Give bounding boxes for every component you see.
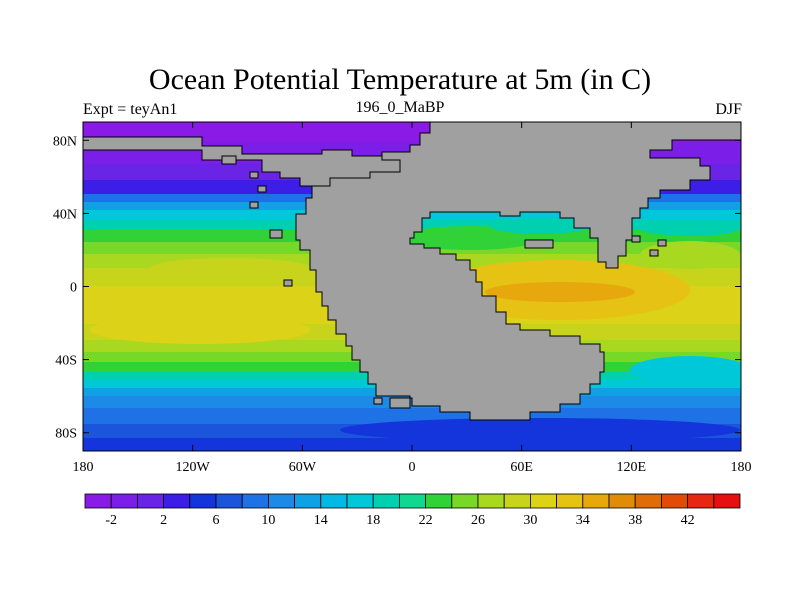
x-tick-label: 60W: [289, 460, 317, 475]
land-island: [373, 397, 383, 405]
colorbar-swatch: [398, 493, 426, 509]
land-pangea: [295, 121, 742, 421]
experiment-label: Expt = teyAn1: [83, 101, 178, 118]
period-label: 196_0_MaBP: [355, 99, 445, 116]
season-label: DJF: [715, 101, 742, 118]
colorbar-label: 30: [523, 513, 537, 528]
y-tick-label: 0: [70, 281, 77, 296]
colorbar-swatch: [241, 493, 269, 509]
colorbar-swatch: [477, 493, 505, 509]
colorbar-label: 42: [681, 513, 695, 528]
colorbar-swatch: [189, 493, 217, 509]
colorbar-swatch: [163, 493, 191, 509]
land-mask: [82, 121, 742, 421]
colorbar-swatch: [451, 493, 479, 509]
x-tick-label: 180: [731, 460, 752, 475]
colorbar-swatch: [346, 493, 374, 509]
colorbar-label: 26: [471, 513, 485, 528]
colorbar-label: -2: [105, 513, 117, 528]
land-island: [283, 279, 293, 287]
land-island: [257, 185, 267, 193]
land-island: [631, 235, 641, 243]
y-tick-label: 80S: [55, 427, 77, 442]
map-axes: 180 120W 60W 0 60E 120E 180 80N 40N 0 40S 80S: [53, 122, 752, 475]
y-tick-label: 40N: [53, 207, 77, 222]
colorbar-label: 2: [160, 513, 167, 528]
colorbar-label: 18: [366, 513, 380, 528]
land-island: [524, 239, 554, 249]
colorbar-swatch: [110, 493, 138, 509]
colorbar-swatch: [608, 493, 636, 509]
colorbar-swatch: [713, 493, 741, 509]
x-tick-label: 0: [409, 460, 416, 475]
x-tick-label: 60E: [510, 460, 533, 475]
colorbar-swatch: [267, 493, 295, 509]
colorbar-swatch: [530, 493, 558, 509]
colorbar-swatch: [661, 493, 689, 509]
y-tick-label: 80N: [53, 134, 77, 149]
map-title: Ocean Potential Temperature at 5m (in C): [148, 63, 652, 96]
colorbar-swatch: [372, 493, 400, 509]
colorbar-label: 14: [314, 513, 328, 528]
colorbar-swatch: [634, 493, 662, 509]
colorbar: -2 2 6 10 14 18 22 26 30 34 38 42: [84, 493, 741, 528]
colorbar-swatch: [215, 493, 243, 509]
x-tick-label: 180: [73, 460, 94, 475]
colorbar-label: 10: [261, 513, 275, 528]
colorbar-label: 6: [213, 513, 220, 528]
colorbar-swatch: [425, 493, 453, 509]
colorbar-swatch: [136, 493, 164, 509]
colorbar-swatch: [320, 493, 348, 509]
colorbar-swatch: [294, 493, 322, 509]
x-tick-label: 120W: [176, 460, 211, 475]
x-tick-label: 120E: [617, 460, 647, 475]
colorbar-label: 38: [628, 513, 642, 528]
land-island: [249, 201, 259, 209]
colorbar-swatch: [582, 493, 610, 509]
land-island: [649, 249, 659, 257]
colorbar-swatch: [84, 493, 112, 509]
colorbar-label: 34: [576, 513, 590, 528]
land-island: [249, 171, 259, 179]
y-tick-label: 40S: [55, 354, 77, 369]
colorbar-label: 22: [419, 513, 433, 528]
colorbar-swatch: [556, 493, 584, 509]
land-island: [657, 239, 667, 247]
land-island: [269, 229, 283, 239]
land-island: [221, 155, 237, 165]
colorbar-swatch: [503, 493, 531, 509]
colorbar-swatch: [687, 493, 715, 509]
